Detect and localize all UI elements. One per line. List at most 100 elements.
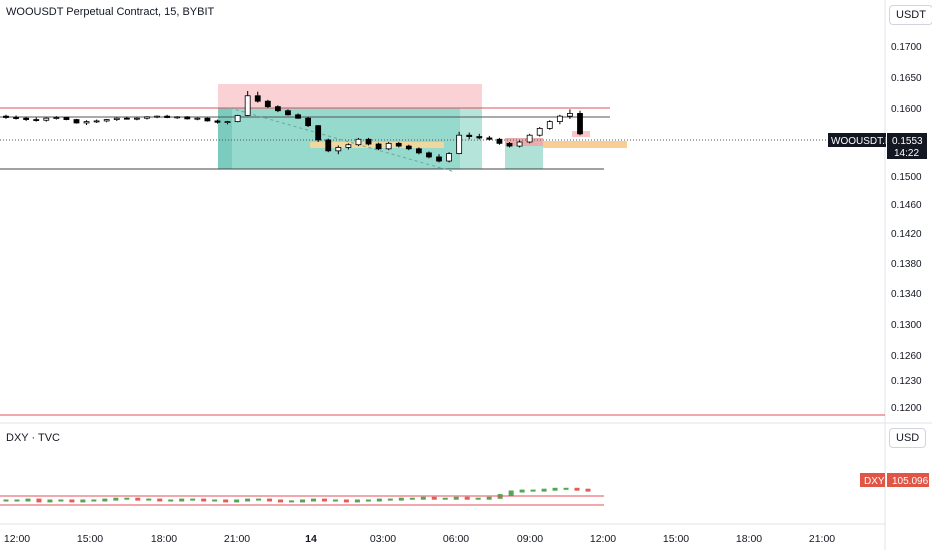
entry-zone-edge [218, 108, 232, 169]
candle-body [345, 144, 352, 148]
candle-body [365, 138, 372, 145]
time-tick-label: 06:00 [443, 533, 469, 545]
dxy-candle [431, 496, 437, 500]
dxy-candle [530, 489, 536, 492]
price-tick-label: 0.1200 [891, 403, 922, 414]
dxy-candle [212, 499, 218, 502]
dxy-candle [354, 499, 360, 503]
candle-body [325, 139, 332, 152]
candle-body [466, 134, 473, 137]
candle-body [315, 125, 322, 141]
candle-body [254, 95, 261, 102]
dxy-candle [541, 488, 547, 492]
candle-body [516, 141, 523, 147]
price-tick-label: 0.1600 [891, 104, 922, 115]
candle-body [335, 147, 342, 152]
candle-body [43, 117, 50, 121]
small-sl-zone [505, 138, 543, 146]
dxy-candle [398, 497, 404, 501]
candle-body [33, 119, 40, 121]
candle-body [144, 116, 150, 119]
time-tick-label: 12:00 [590, 533, 616, 545]
candle-body [385, 142, 392, 150]
dxy-candle [574, 487, 580, 491]
candle-body [395, 142, 402, 147]
subpane-currency-button[interactable]: USD [889, 428, 927, 448]
dxy-candle [47, 499, 53, 503]
dxy-tag-label-bg [860, 473, 885, 487]
candle-body [285, 110, 291, 116]
dxy-candle [146, 498, 152, 501]
dxy-candle [409, 497, 415, 500]
dxy-tag-label: DXY [864, 476, 885, 487]
dxy-candle [25, 498, 31, 502]
candle-body [405, 145, 412, 150]
time-tick-label: 03:00 [370, 533, 396, 545]
dxy-candle [124, 497, 130, 500]
dxy-tag-value: 105.096 [892, 476, 929, 487]
dxy-candle [267, 498, 273, 502]
candle-body [224, 121, 231, 123]
currency-button[interactable]: USDT [889, 5, 932, 25]
candle-body [123, 117, 130, 120]
price-tag-bg [887, 133, 927, 159]
dxy-candle [245, 498, 251, 502]
candle-body [506, 142, 513, 147]
exit-zone [460, 108, 482, 169]
dxy-candle [278, 499, 284, 503]
dxy-candle [563, 487, 569, 490]
price-tick-label: 0.1380 [891, 259, 922, 270]
time-tick-label: 14 [305, 533, 317, 545]
candle-body [426, 152, 432, 158]
dxy-candle [14, 499, 20, 502]
candle-body [73, 119, 80, 124]
dxy-candle [508, 490, 514, 497]
price-tick-label: 0.1460 [891, 200, 922, 211]
price-tick-label: 0.1700 [891, 42, 922, 53]
candle-body [93, 120, 100, 123]
candle-body [526, 134, 533, 143]
price-tick-label: 0.1420 [891, 229, 922, 240]
price-tick-label: 0.1340 [891, 289, 922, 300]
candle-body [63, 117, 70, 120]
dxy-candle [69, 499, 75, 503]
price-tag-value: 0.1553 [892, 136, 923, 147]
candle-body [204, 117, 211, 122]
time-axis[interactable]: 12:00 15:00 18:00 21:00 14 03:00 06:00 09:00 12:… [4, 533, 835, 545]
candle-body [83, 121, 90, 124]
candle-body [23, 117, 30, 120]
dxy-candle [486, 496, 492, 500]
dxy-candle [310, 498, 316, 502]
candle-body [577, 113, 583, 135]
candle-body [355, 138, 362, 146]
candle-body [274, 106, 281, 112]
candle-body [3, 115, 9, 118]
dxy-candle [420, 496, 426, 500]
dxy-candle [91, 499, 97, 502]
trend-line[interactable] [229, 107, 456, 173]
dxy-candle [135, 497, 141, 501]
candle-body [164, 115, 171, 118]
candle-body [295, 114, 301, 119]
symbol-tag-label: WOOUSDT.P [831, 136, 892, 147]
chart-title[interactable]: WOOUSDT Perpetual Contract, 15, BYBIT [6, 6, 215, 18]
symbol-tag-bg [828, 133, 886, 147]
price-axis[interactable]: 0.17000.16500.16000.15500.15000.14600.14… [891, 42, 922, 414]
candle-body [436, 156, 442, 162]
dxy-candle [179, 498, 185, 502]
dxy-candle [223, 499, 229, 503]
main-candles [3, 91, 583, 163]
dxy-candle [3, 499, 9, 502]
dxy-candle [299, 499, 305, 503]
candle-body [375, 143, 382, 150]
dxy-candle [234, 499, 240, 503]
candle-body [496, 138, 503, 144]
price-tick-label: 0.1650 [891, 73, 922, 84]
subpane-title[interactable]: DXY · TVC [6, 432, 60, 444]
dxy-candle [387, 498, 393, 501]
candle-body [536, 127, 543, 136]
dxy-candle [343, 499, 349, 503]
dxy-candle [113, 497, 119, 501]
candle-body [134, 117, 140, 120]
